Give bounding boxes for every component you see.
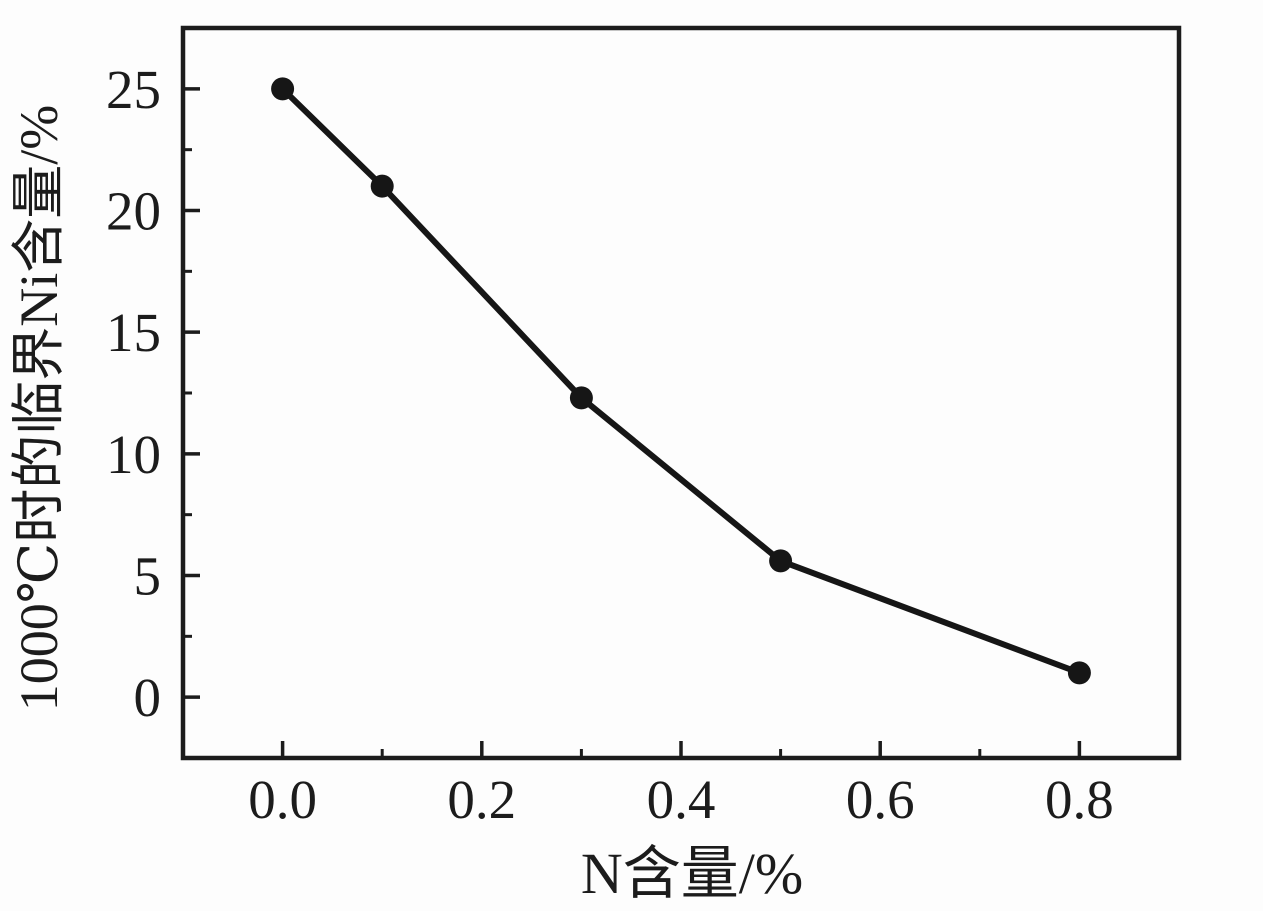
y-tick-label: 25 [106,59,161,120]
data-point-marker [569,386,593,410]
x-tick-label: 0.4 [647,769,716,830]
data-point-marker [769,549,793,573]
y-tick-label: 15 [106,302,161,363]
x-tick-label: 0.8 [1045,769,1114,830]
x-tick-label: 0.0 [248,769,317,830]
data-series [271,77,1091,685]
data-point-marker [1067,661,1091,685]
data-point-marker [370,174,394,198]
data-point-marker [271,77,295,101]
series-line [279,85,1083,676]
x-axis-label: N含量/% [581,841,803,906]
y-tick-label: 20 [106,181,161,242]
y-tick-label: 5 [134,546,162,607]
y-axis-label: 1000℃时的临界Ni含量/% [9,105,69,711]
y-tick-label: 10 [106,424,161,485]
plot-frame [180,25,1182,761]
axis-ticks [183,87,1082,758]
y-tick-label: 0 [134,667,162,728]
x-tick-label: 0.6 [846,769,915,830]
x-tick-label: 0.2 [447,769,516,830]
axis-tick-labels: 0.0 0.2 0.4 0.6 0.8 0 5 10 15 20 25 [106,59,1114,830]
